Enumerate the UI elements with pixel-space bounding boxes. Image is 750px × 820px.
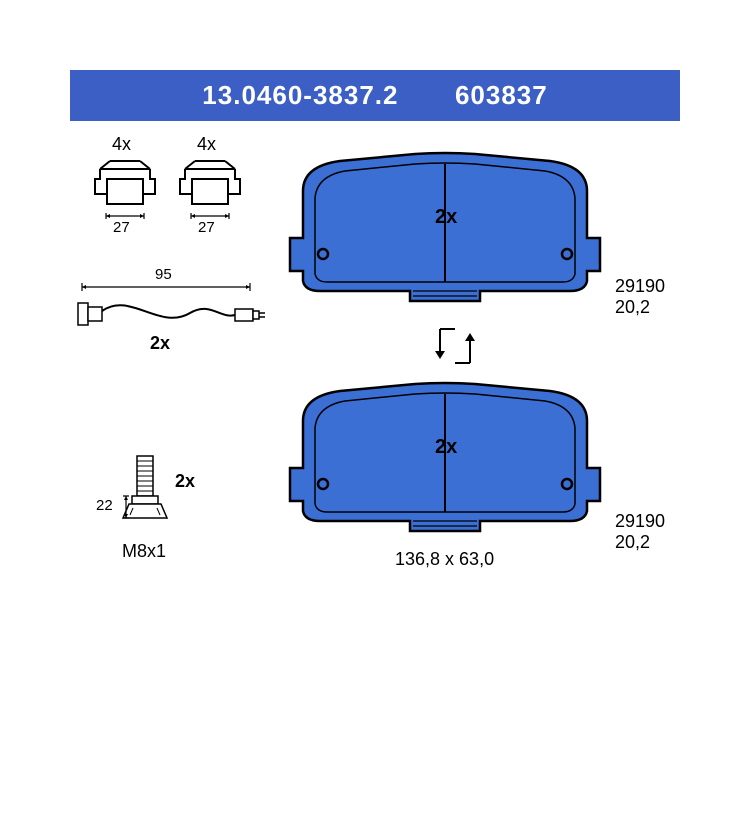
clip2-qty: 4x	[197, 134, 216, 155]
clip2-dim: 27	[198, 219, 215, 236]
pad2-code: 29190 20,2	[615, 511, 680, 553]
part-number-1: 13.0460-3837.2	[202, 80, 398, 110]
pad1-code: 29190 20,2	[615, 276, 680, 318]
pad1-qty: 2x	[435, 206, 457, 229]
clip1-dim: 27	[113, 219, 130, 236]
clip-icon-1	[90, 151, 160, 221]
brake-pad-top	[285, 146, 605, 316]
brake-pad-bottom	[285, 376, 605, 546]
part-number-2: 603837	[455, 80, 548, 110]
sensor-qty: 2x	[150, 333, 170, 354]
pad2-qty: 2x	[435, 436, 457, 459]
diagram-area: 4x 27 4x 27 95 2x	[70, 121, 680, 641]
pad-dims: 136,8 x 63,0	[395, 549, 494, 570]
sensor-length: 95	[155, 266, 172, 283]
clip1-qty: 4x	[112, 134, 131, 155]
bolt-qty: 2x	[175, 471, 195, 492]
header-bar: 13.0460-3837.2 603837	[70, 70, 680, 121]
swap-arrows-icon	[425, 321, 485, 371]
bolt-icon	[115, 451, 175, 541]
bolt-thread: M8x1	[122, 541, 166, 562]
bolt-height: 22	[96, 497, 113, 514]
clip-icon-2	[175, 151, 245, 221]
